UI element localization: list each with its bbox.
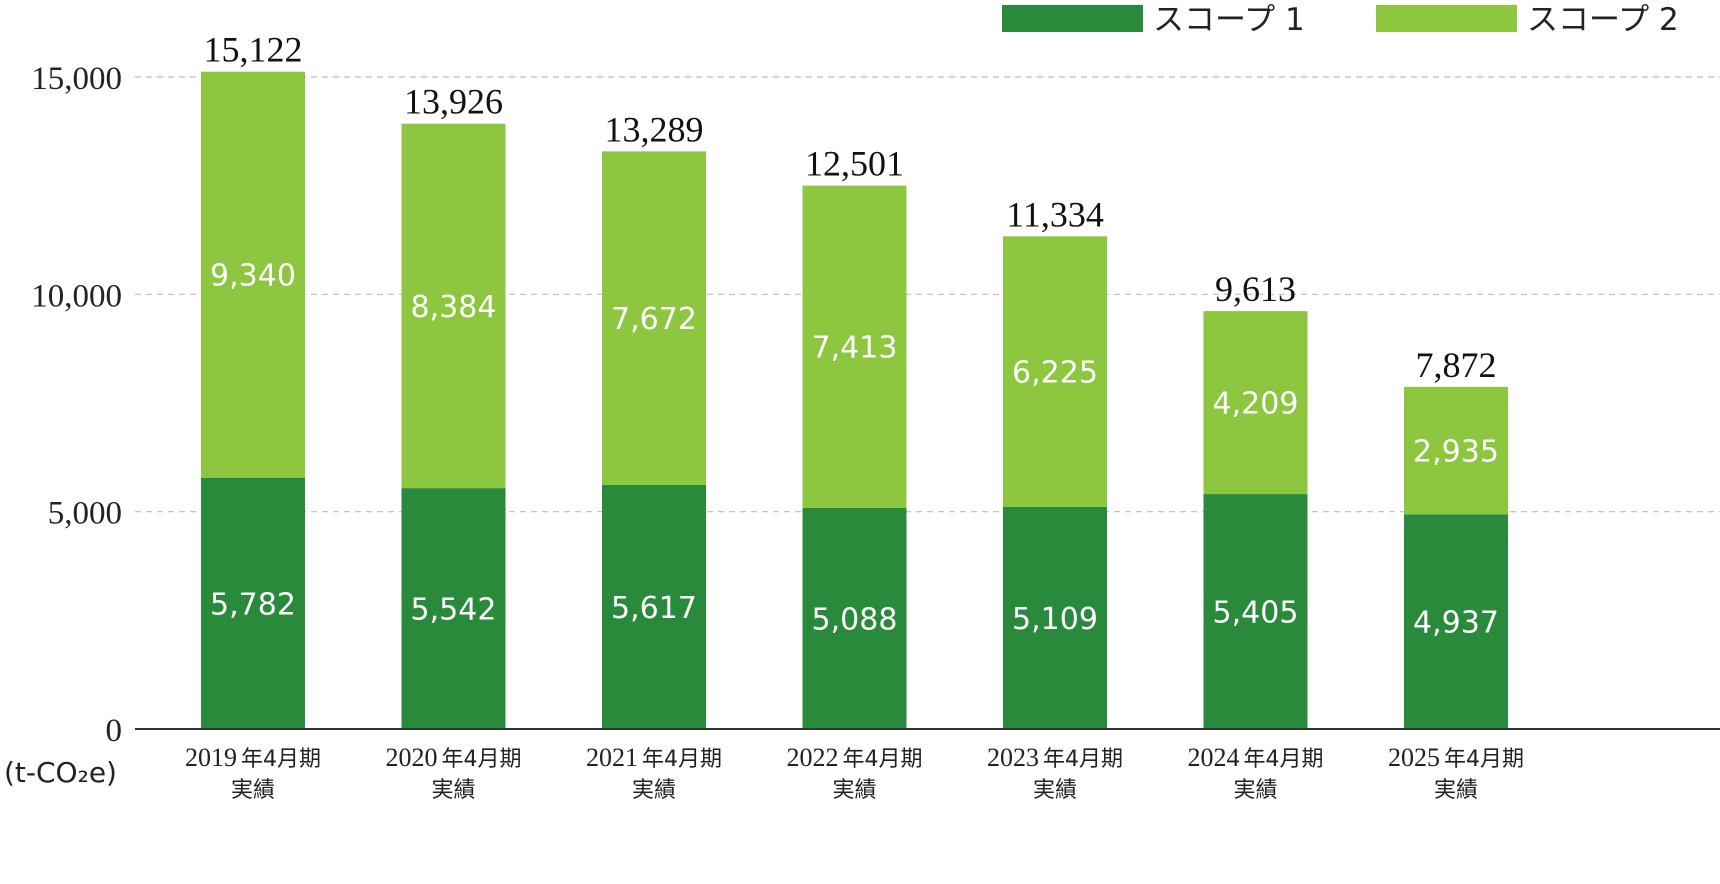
total-value-label: 12,501 — [805, 144, 904, 184]
x-tick-label-line2: 実績 — [632, 778, 676, 803]
x-tick-year: 2022 — [787, 743, 839, 772]
bar-segment-scope-2 — [1404, 386, 1508, 515]
x-tick-label-line2: 実績 — [1434, 778, 1478, 803]
y-tick-label: 0 — [106, 713, 123, 749]
legend-swatch-scope-1 — [1002, 5, 1143, 32]
segment-value-label: 5,782 — [210, 587, 296, 622]
x-tick-label-line2: 実績 — [1233, 778, 1277, 803]
x-tick-label-line2: 実績 — [431, 778, 475, 803]
y-axis-ticks: 0 5,000 10,000 15,000 — [31, 61, 122, 749]
total-value-label: 13,289 — [605, 109, 704, 149]
legend: スコープ 1 スコープ 2 — [1002, 2, 1679, 38]
data-labels: 5,782 9,340 15,122 5,542 8,384 13,926 5,617 7,6… — [204, 30, 1499, 641]
y-axis-unit-label: (t-CO₂e) — [4, 756, 117, 789]
bar-segment-scope-2 — [602, 151, 706, 485]
x-tick-label: 2021 年4月期 — [586, 743, 722, 772]
bar-segment-scope-1 — [802, 507, 907, 729]
x-tick-period: 年4月期 — [1444, 747, 1524, 772]
x-tick-year: 2019 — [185, 743, 237, 772]
bar-segment-scope-1 — [1404, 514, 1508, 729]
x-tick-period: 年4月期 — [843, 747, 923, 772]
x-tick-label: 2024 年4月期 — [1188, 743, 1324, 772]
y-tick-label: 5,000 — [48, 496, 122, 532]
total-value-label: 7,872 — [1416, 345, 1497, 385]
segment-value-label: 4,209 — [1213, 387, 1299, 422]
legend-label: スコープ 1 — [1153, 2, 1305, 38]
segment-value-label: 4,937 — [1413, 606, 1499, 641]
bar-segment-scope-2 — [802, 185, 907, 508]
x-tick-year: 2024 — [1188, 743, 1240, 772]
segment-value-label: 2,935 — [1413, 435, 1499, 470]
segment-value-label: 9,340 — [210, 259, 296, 294]
x-tick-label-line2: 実績 — [832, 778, 876, 803]
x-tick-year: 2020 — [386, 743, 438, 772]
x-tick-label-line2: 実績 — [231, 778, 275, 803]
y-tick-label: 10,000 — [31, 278, 122, 314]
segment-value-label: 8,384 — [411, 290, 497, 325]
segment-value-label: 7,413 — [812, 331, 898, 366]
legend-swatch-scope-2 — [1376, 5, 1517, 32]
total-value-label: 15,122 — [204, 30, 303, 70]
segment-value-label: 7,672 — [611, 302, 697, 337]
x-tick-period: 年4月期 — [642, 747, 722, 772]
x-tick-period: 年4月期 — [1043, 747, 1123, 772]
total-value-label: 13,926 — [404, 82, 503, 122]
y-tick-label: 15,000 — [31, 61, 122, 97]
bar-segment-scope-1 — [201, 477, 305, 729]
total-value-label: 9,613 — [1215, 269, 1296, 309]
segment-value-label: 6,225 — [1012, 356, 1098, 391]
bar-segment-scope-2 — [1003, 236, 1107, 507]
x-tick-period: 年4月期 — [1244, 747, 1324, 772]
x-tick-year: 2025 — [1388, 743, 1440, 772]
x-tick-period: 年4月期 — [241, 747, 321, 772]
legend-label: スコープ 2 — [1527, 2, 1679, 38]
segment-value-label: 5,405 — [1213, 596, 1299, 631]
x-tick-period: 年4月期 — [442, 747, 522, 772]
x-tick-label: 2023 年4月期 — [987, 743, 1123, 772]
x-tick-label: 2020 年4月期 — [386, 743, 522, 772]
bar-segment-scope-1 — [1203, 494, 1308, 729]
bars — [201, 71, 1508, 729]
bar-segment-scope-1 — [602, 484, 706, 729]
x-tick-label: 2019 年4月期 — [185, 743, 321, 772]
x-tick-label-line2: 実績 — [1033, 778, 1077, 803]
bar-segment-scope-1 — [1003, 506, 1107, 729]
x-tick-year: 2021 — [586, 743, 638, 772]
segment-value-label: 5,088 — [812, 602, 898, 637]
total-value-label: 11,334 — [1006, 194, 1104, 234]
bar-segment-scope-2 — [201, 71, 305, 478]
x-tick-year: 2023 — [987, 743, 1039, 772]
bar-segment-scope-2 — [401, 123, 506, 489]
bar-segment-scope-1 — [401, 488, 506, 729]
segment-value-label: 5,109 — [1012, 602, 1098, 637]
bar-segment-scope-2 — [1203, 311, 1308, 495]
x-tick-label: 2022 年4月期 — [787, 743, 923, 772]
segment-value-label: 5,617 — [611, 591, 697, 626]
x-tick-label: 2025 年4月期 — [1388, 743, 1524, 772]
segment-value-label: 5,542 — [411, 593, 497, 628]
